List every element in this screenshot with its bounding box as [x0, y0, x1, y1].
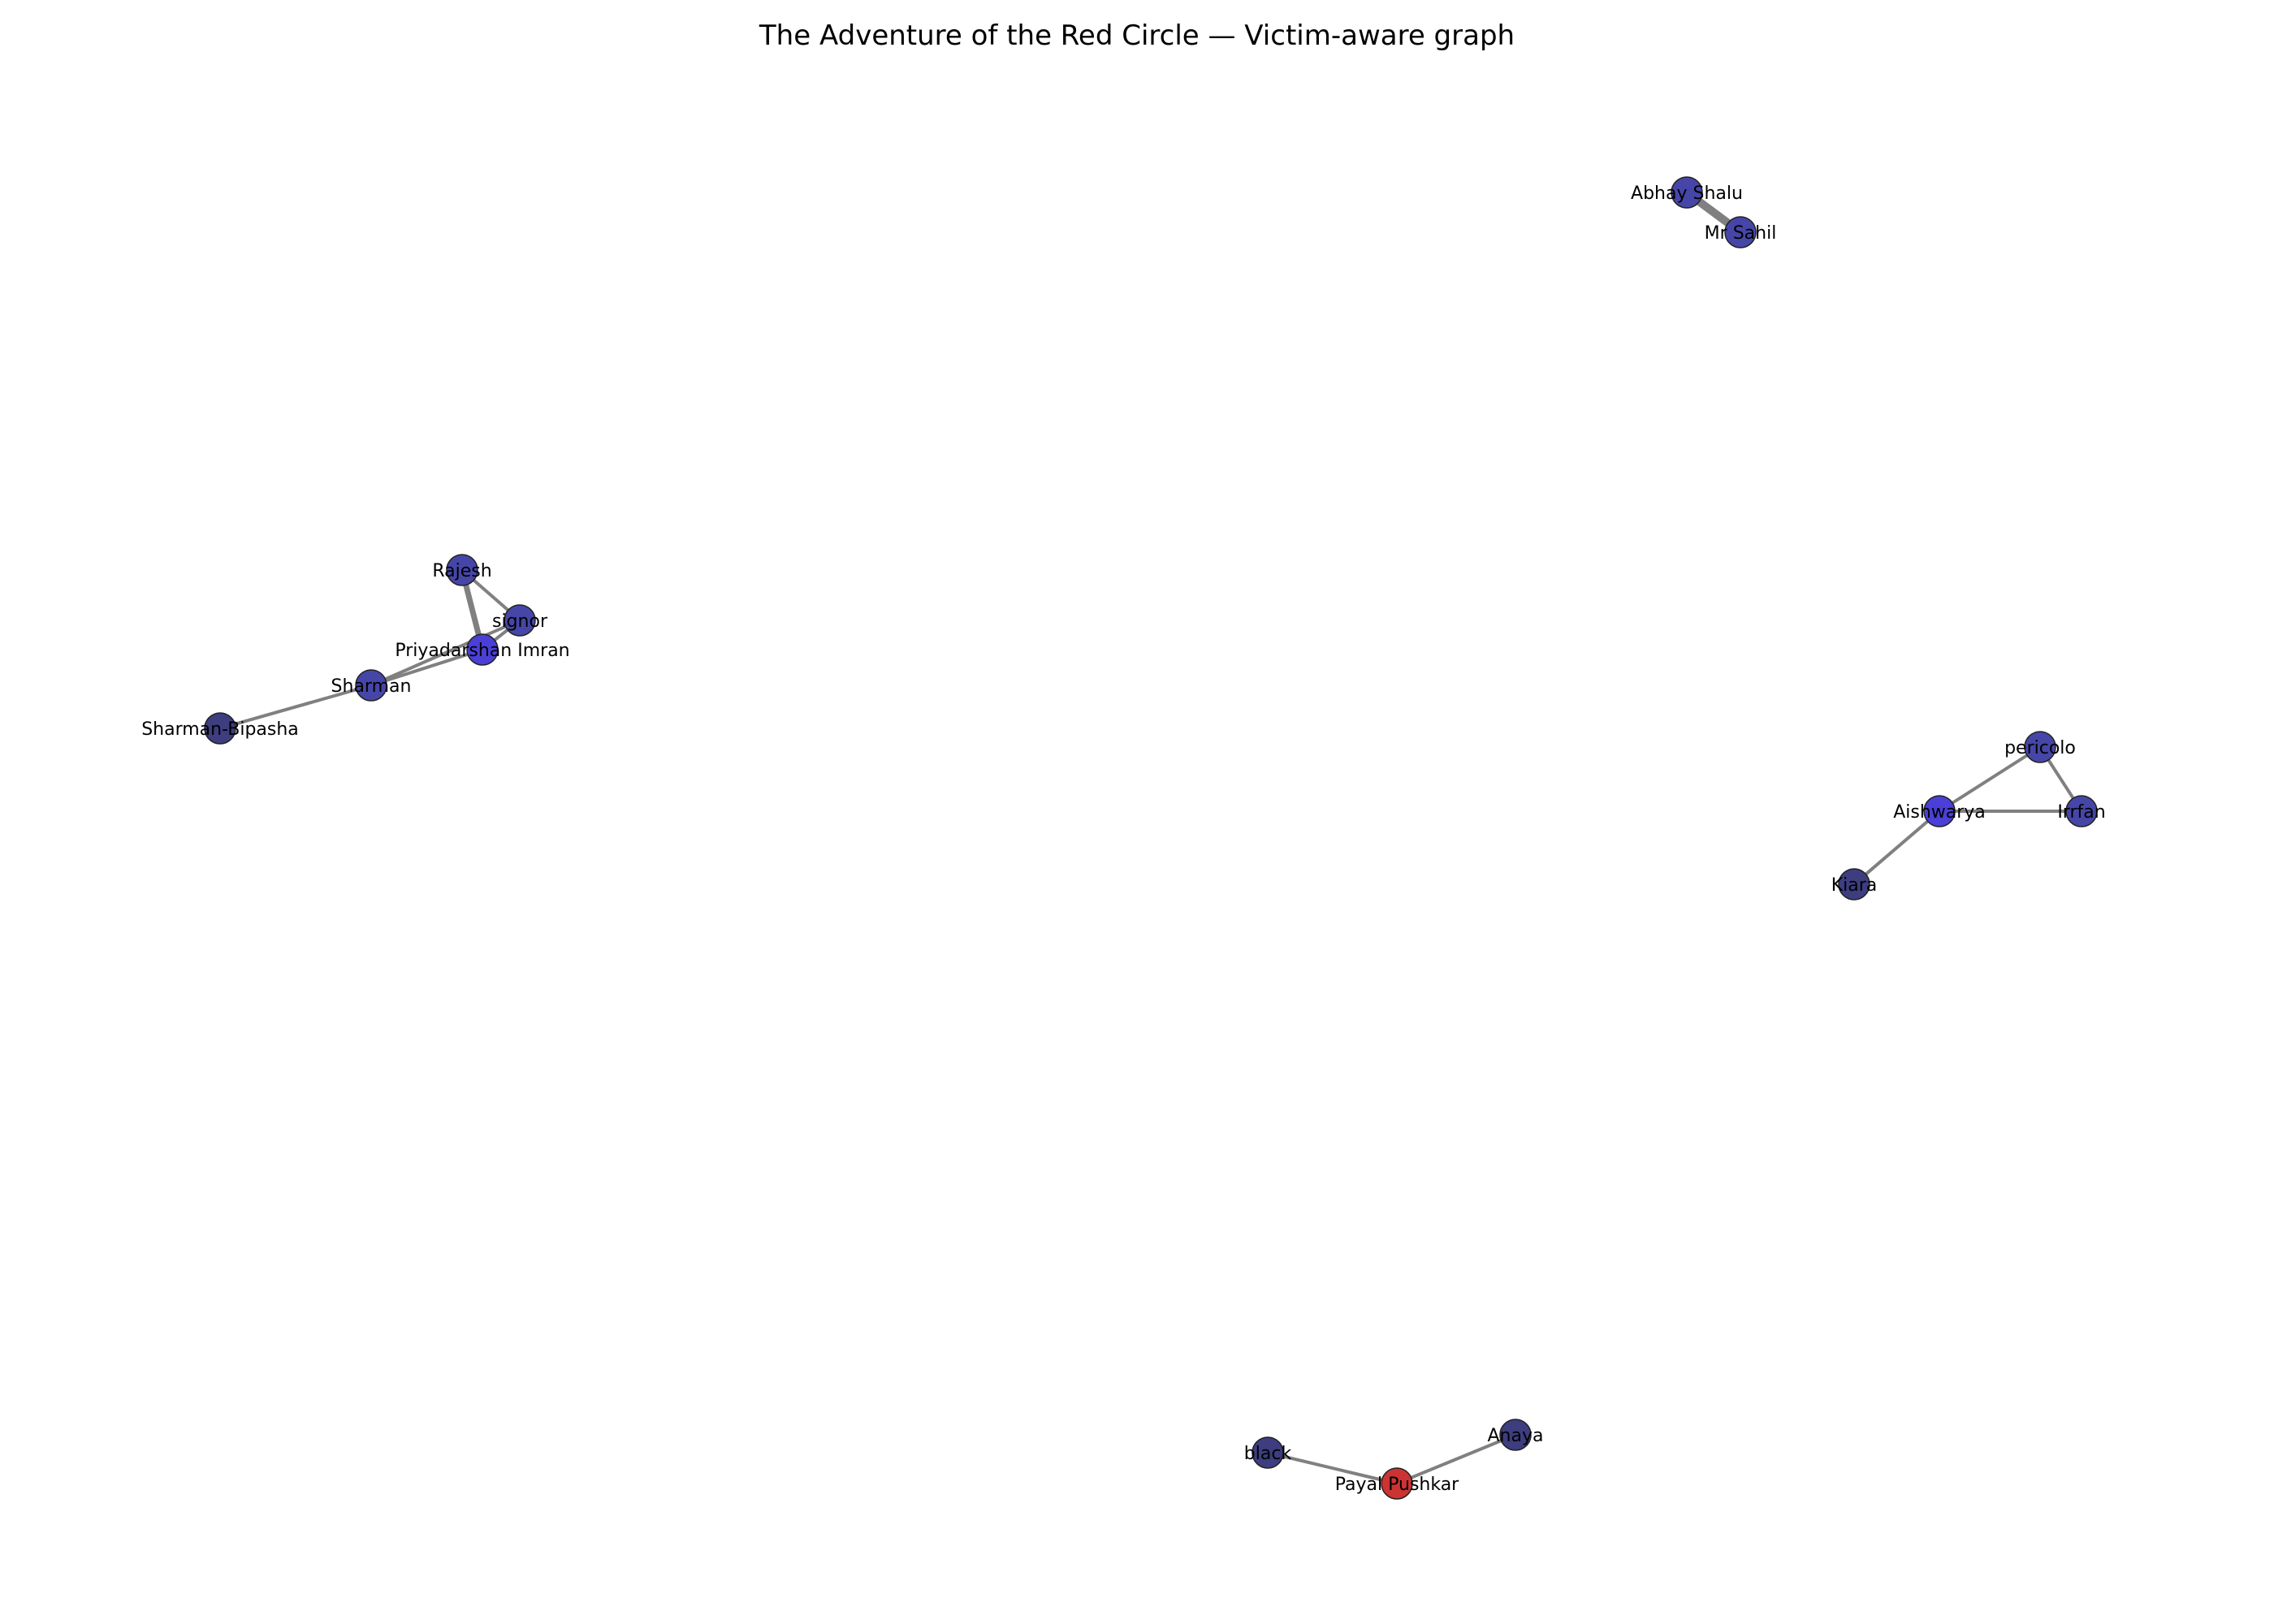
node-label-anaya: Anaya — [1488, 1426, 1544, 1446]
node-label-priyadarshan_imran: Priyadarshan Imran — [395, 641, 569, 661]
edge-sharman-sharman_bipasha — [218, 684, 373, 730]
edge-signor-sharman — [370, 619, 521, 687]
node-black[interactable] — [1252, 1436, 1284, 1469]
node-irrfan[interactable] — [2065, 795, 2098, 827]
edge-priyadarshan_imran-sharman — [370, 648, 484, 687]
node-signor[interactable] — [504, 604, 536, 637]
edge-pericolo-aishwarya — [1938, 745, 2042, 813]
node-pericolo[interactable] — [2024, 731, 2056, 763]
node-payal_pushkar[interactable] — [1381, 1467, 1413, 1500]
node-kiara[interactable] — [1838, 868, 1870, 901]
node-label-abhay_shalu: Abhay Shalu — [1631, 184, 1743, 204]
graph-title: The Adventure of the Red Circle — Victim… — [759, 19, 1515, 52]
node-abhay_shalu[interactable] — [1671, 176, 1703, 209]
node-label-rajesh: Rajesh — [432, 561, 491, 581]
node-label-sharman: Sharman — [331, 676, 412, 697]
node-label-payal_pushkar: Payal Pushkar — [1335, 1475, 1459, 1495]
node-label-kiara: Kiara — [1831, 875, 1878, 896]
edge-black-payal_pushkar — [1266, 1451, 1399, 1485]
node-anaya[interactable] — [1499, 1419, 1532, 1451]
edge-payal_pushkar-anaya — [1395, 1433, 1517, 1485]
node-sharman[interactable] — [355, 669, 387, 702]
node-label-signor: signor — [492, 611, 548, 632]
node-rajesh[interactable] — [446, 554, 478, 586]
labels-layer: Abhay Shalu Mr Sahil Rajesh signor Priyadars… — [141, 184, 2105, 1495]
nodes-layer — [204, 176, 2098, 1500]
node-aishwarya[interactable] — [1923, 795, 1956, 827]
node-label-aishwarya: Aishwarya — [1893, 802, 1986, 823]
node-label-irrfan: Irrfan — [2057, 802, 2105, 823]
node-mr_sahil[interactable] — [1724, 216, 1757, 248]
node-label-pericolo: pericolo — [2004, 738, 2076, 758]
node-label-black: black — [1244, 1444, 1292, 1464]
edge-aishwarya-kiara — [1852, 810, 1941, 886]
node-label-sharman_bipasha: Sharman-Bipasha — [141, 719, 299, 740]
node-sharman_bipasha[interactable] — [204, 712, 236, 745]
node-label-mr_sahil: Mr Sahil — [1705, 223, 1777, 244]
node-priyadarshan_imran[interactable] — [466, 633, 499, 666]
edges-layer — [218, 188, 2083, 1485]
